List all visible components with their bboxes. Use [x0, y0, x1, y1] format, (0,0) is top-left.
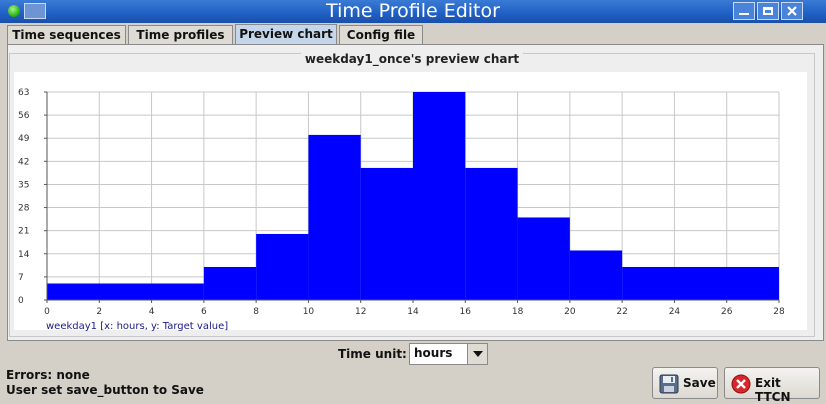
y-tick-label: 49: [18, 134, 30, 144]
tab-config-file[interactable]: Config file: [339, 25, 423, 44]
y-tick-label: 14: [18, 250, 30, 260]
chart-bar: [47, 283, 204, 300]
close-window-button[interactable]: [781, 2, 803, 20]
x-tick-label: 10: [303, 307, 315, 317]
x-tick-label: 6: [201, 307, 207, 317]
y-tick-label: 35: [18, 180, 29, 190]
status-message: User set save_button to Save: [6, 383, 204, 397]
chart-bar: [569, 250, 623, 300]
chart-bar: [622, 266, 779, 300]
window-menu-icon[interactable]: [24, 3, 46, 19]
time-unit-select[interactable]: hours: [409, 343, 488, 365]
x-tick-label: 18: [512, 307, 524, 317]
chart-title: weekday1_once's preview chart: [9, 52, 815, 66]
x-tick-label: 2: [96, 307, 102, 317]
minimize-icon: [739, 13, 749, 15]
x-tick-label: 24: [669, 307, 681, 317]
floppy-disk-icon: [659, 374, 679, 394]
y-tick-label: 7: [18, 273, 24, 283]
y-tick-label: 21: [18, 227, 29, 237]
x-tick-label: 0: [44, 307, 50, 317]
exit-button-label: Exit TTCN: [755, 376, 791, 404]
y-tick-label: 56: [18, 111, 30, 121]
chart-legend-label: weekday1 [x: hours, y: Target value]: [46, 321, 228, 332]
maximize-button[interactable]: [757, 2, 779, 20]
y-tick-label: 42: [18, 157, 29, 167]
chart-bar: [413, 92, 466, 300]
title-bar: Time Profile Editor: [0, 0, 826, 23]
minimize-button[interactable]: [733, 2, 755, 20]
tab-preview-chart[interactable]: Preview chart: [235, 24, 337, 45]
chart-bar: [203, 266, 257, 300]
app-status-icon: [8, 5, 20, 17]
save-button[interactable]: Save: [652, 367, 718, 399]
close-icon: [787, 6, 797, 16]
chart-bar: [517, 217, 570, 300]
tab-time-profiles[interactable]: Time profiles: [128, 25, 233, 44]
x-tick-label: 26: [721, 307, 733, 317]
chart-bar: [360, 167, 413, 300]
x-tick-label: 12: [355, 307, 366, 317]
x-tick-label: 22: [616, 307, 627, 317]
x-tick-label: 4: [149, 307, 155, 317]
errors-status: Errors: none: [6, 368, 90, 382]
chart-bar: [465, 167, 518, 300]
tab-time-sequences[interactable]: Time sequences: [7, 25, 126, 44]
exit-icon: [731, 374, 751, 394]
maximize-icon: [763, 7, 773, 15]
chart-bar: [308, 134, 361, 300]
window-title: Time Profile Editor: [326, 0, 500, 22]
exit-ttcn-button[interactable]: Exit TTCN: [724, 367, 820, 404]
y-tick-label: 63: [18, 88, 29, 98]
x-tick-label: 28: [773, 307, 785, 317]
x-tick-label: 8: [253, 307, 259, 317]
x-tick-label: 20: [564, 307, 576, 317]
time-unit-value: hours: [414, 346, 453, 360]
time-unit-dropdown-button[interactable]: [467, 344, 487, 364]
chart-title-text: weekday1_once's preview chart: [300, 52, 524, 66]
save-button-label: Save: [683, 376, 716, 390]
chart-bar: [256, 233, 309, 300]
x-tick-label: 14: [407, 307, 419, 317]
y-tick-label: 0: [18, 296, 24, 306]
y-tick-label: 28: [18, 204, 30, 214]
time-unit-label: Time unit:: [338, 347, 407, 361]
chevron-down-icon: [473, 351, 483, 357]
x-tick-label: 16: [460, 307, 472, 317]
